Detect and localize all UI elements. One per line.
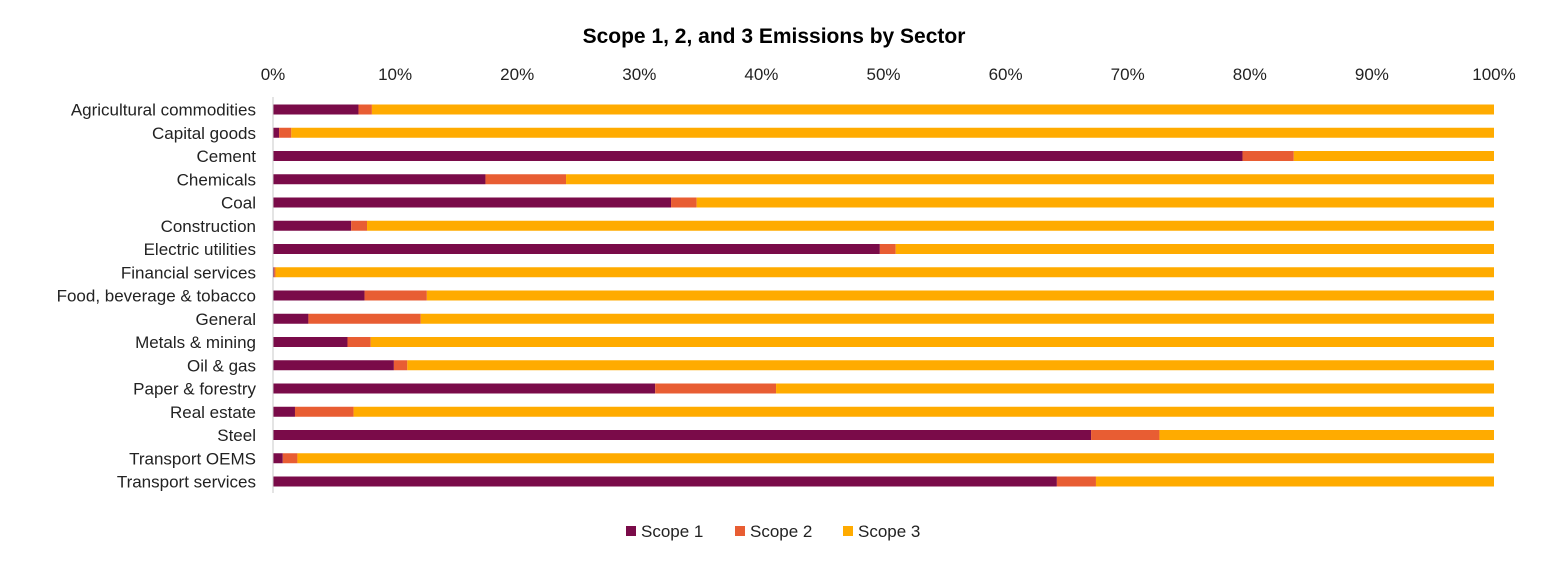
category-label: Real estate [170, 403, 256, 422]
bar-segment-scope-2 [655, 383, 777, 394]
legend: Scope 1 Scope 2 Scope 3 [626, 522, 920, 541]
bar-segment-scope-1 [273, 104, 359, 115]
bar-segment-scope-3 [370, 337, 1495, 347]
x-tick-label: 80% [1233, 65, 1267, 84]
x-axis-ticks: 0% 10% 20% 30% 40% 50% 60% 70% 80% 90% 100% [261, 65, 1516, 84]
bar-segment-scope-2 [274, 267, 276, 278]
bar-segment-scope-1 [273, 290, 365, 301]
bar-segment-scope-1 [273, 174, 486, 185]
category-label: Construction [161, 217, 256, 236]
legend-swatch-scope-2 [735, 526, 745, 536]
bar-segment-scope-1 [273, 313, 309, 324]
category-label: Capital goods [152, 124, 256, 143]
x-tick-label: 10% [378, 65, 412, 84]
bar-segment-scope-2 [393, 360, 408, 371]
bar-segment-scope-1 [273, 127, 280, 138]
bar-segment-scope-3 [367, 220, 1495, 231]
x-tick-label: 30% [622, 65, 656, 84]
bar-segment-scope-1 [273, 151, 1243, 161]
bar-segment-scope-1 [273, 383, 656, 394]
bar-segment-scope-3 [426, 290, 1495, 301]
bar-segment-scope-2 [308, 313, 421, 324]
bar-segment-scope-3 [371, 104, 1494, 115]
bar-segment-scope-3 [297, 453, 1494, 464]
bar-segment-scope-2 [358, 104, 372, 115]
bar-segment-scope-3 [353, 406, 1495, 417]
category-label: Agricultural commodities [71, 101, 256, 120]
bar-segment-scope-2 [294, 406, 354, 417]
bar-segment-scope-3 [407, 360, 1494, 371]
bar-segment-scope-3 [291, 127, 1495, 138]
bar-segment-scope-2 [485, 174, 567, 185]
x-tick-label: 20% [500, 65, 534, 84]
bar-segment-scope-1 [273, 197, 672, 208]
x-tick-label: 50% [866, 65, 900, 84]
category-label: Electric utilities [144, 240, 256, 259]
category-label: Oil & gas [187, 356, 256, 375]
legend-label: Scope 1 [641, 522, 703, 541]
bar-segment-scope-3 [696, 197, 1494, 208]
bar-segment-scope-1 [273, 476, 1057, 487]
x-tick-label: 90% [1355, 65, 1389, 84]
bar-segment-scope-2 [1091, 430, 1160, 440]
bar-segment-scope-1 [273, 244, 880, 254]
legend-label: Scope 3 [858, 522, 920, 541]
bar-segment-scope-1 [273, 406, 295, 417]
bar-segment-scope-2 [671, 197, 697, 208]
bar-segment-scope-1 [273, 453, 283, 464]
legend-label: Scope 2 [750, 522, 812, 541]
category-label: General [196, 310, 256, 329]
bars-group [273, 104, 1495, 487]
category-label: Cement [196, 147, 256, 166]
bar-segment-scope-1 [273, 267, 275, 278]
bar-segment-scope-1 [273, 337, 348, 347]
category-label: Financial services [121, 263, 256, 282]
bar-segment-scope-3 [1095, 476, 1494, 487]
bar-segment-scope-3 [1293, 151, 1494, 161]
bar-segment-scope-3 [420, 313, 1495, 324]
bar-segment-scope-1 [273, 220, 352, 231]
bar-segment-scope-3 [776, 383, 1494, 394]
category-label: Steel [217, 426, 256, 445]
x-tick-label: 40% [744, 65, 778, 84]
x-tick-label: 0% [261, 65, 286, 84]
bar-segment-scope-2 [1056, 476, 1096, 487]
bar-segment-scope-3 [895, 244, 1494, 254]
bar-segment-scope-3 [1159, 430, 1494, 440]
category-label: Food, beverage & tobacco [57, 287, 256, 306]
bar-segment-scope-1 [273, 430, 1092, 440]
category-label: Transport services [117, 473, 256, 492]
chart-title: Scope 1, 2, and 3 Emissions by Sector [583, 25, 966, 48]
category-label: Transport OEMS [129, 449, 256, 468]
bar-segment-scope-2 [364, 290, 427, 301]
bar-segment-scope-2 [879, 244, 896, 254]
bar-segment-scope-2 [347, 337, 371, 347]
bar-segment-scope-1 [273, 360, 394, 371]
bar-segment-scope-2 [282, 453, 298, 464]
bar-segment-scope-2 [279, 127, 292, 138]
bar-segment-scope-3 [566, 174, 1494, 185]
legend-swatch-scope-3 [843, 526, 853, 536]
category-labels: Agricultural commodities Capital goods Cem… [57, 101, 257, 492]
category-label: Chemicals [177, 170, 256, 189]
x-tick-label: 100% [1472, 65, 1515, 84]
category-label: Coal [221, 194, 256, 213]
category-label: Metals & mining [135, 333, 256, 352]
category-label: Paper & forestry [133, 380, 256, 399]
bar-segment-scope-2 [1242, 151, 1294, 161]
bar-segment-scope-3 [275, 267, 1494, 278]
x-tick-label: 70% [1111, 65, 1145, 84]
legend-swatch-scope-1 [626, 526, 636, 536]
bar-segment-scope-2 [351, 220, 368, 231]
x-tick-label: 60% [989, 65, 1023, 84]
